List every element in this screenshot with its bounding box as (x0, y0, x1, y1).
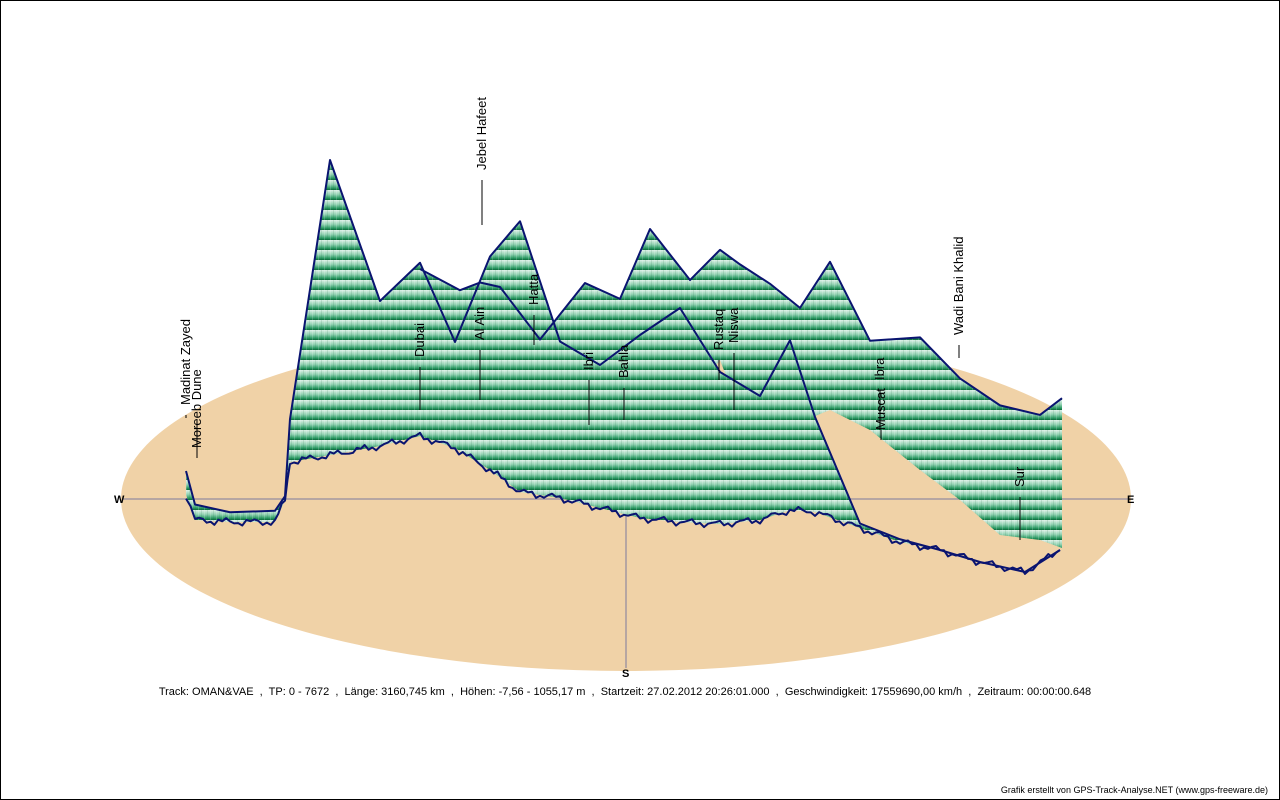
info-tp: TP: 0 - 7672 (268, 686, 330, 698)
place-label: Rustaq (711, 309, 726, 350)
info-duration: Zeitraum: 00:00:00.648 (977, 686, 1092, 698)
place-label: Ibri (581, 352, 596, 370)
place-label: Niswa (726, 307, 741, 343)
place-label: Jebel Hafeet (474, 97, 489, 170)
info-start: Startzeit: 27.02.2012 20:26:01.000 (600, 686, 770, 698)
place-label: Moreeb Dune (189, 369, 204, 448)
track-info-line: Track: OMAN&VAE , TP: 0 - 7672 , Länge: … (158, 686, 1092, 698)
compass-south: S (622, 668, 629, 680)
place-label: Hatta (526, 273, 541, 305)
compass-west: W (114, 494, 125, 506)
place-label: Al Ain (472, 307, 487, 340)
place-label: Ibra (872, 357, 887, 380)
credit-text: Grafik erstellt von GPS-Track-Analyse.NE… (1000, 785, 1268, 795)
elevation-track-line (185, 159, 1061, 573)
place-label: Wadi Bani Khalid (951, 236, 966, 335)
place-label: Dubai (412, 323, 427, 357)
info-length: Länge: 3160,745 km (344, 686, 445, 698)
track-lines (185, 159, 1063, 575)
info-speed: Geschwindigkeit: 17559690,00 km/h (784, 686, 963, 698)
place-label: Madinat Zayed (178, 319, 193, 405)
ground-track-line (185, 431, 1061, 575)
elevation-track-line-back (419, 227, 1063, 416)
info-heights: Höhen: -7,56 - 1055,17 m (460, 686, 586, 698)
place-label: Bahla (616, 344, 631, 378)
compass-east: E (1127, 494, 1134, 506)
elevation-walls (186, 160, 1062, 572)
elevation-wall-back (420, 228, 1062, 548)
info-track: Track: OMAN&VAE (158, 686, 254, 698)
place-label: Sur (1012, 466, 1027, 487)
